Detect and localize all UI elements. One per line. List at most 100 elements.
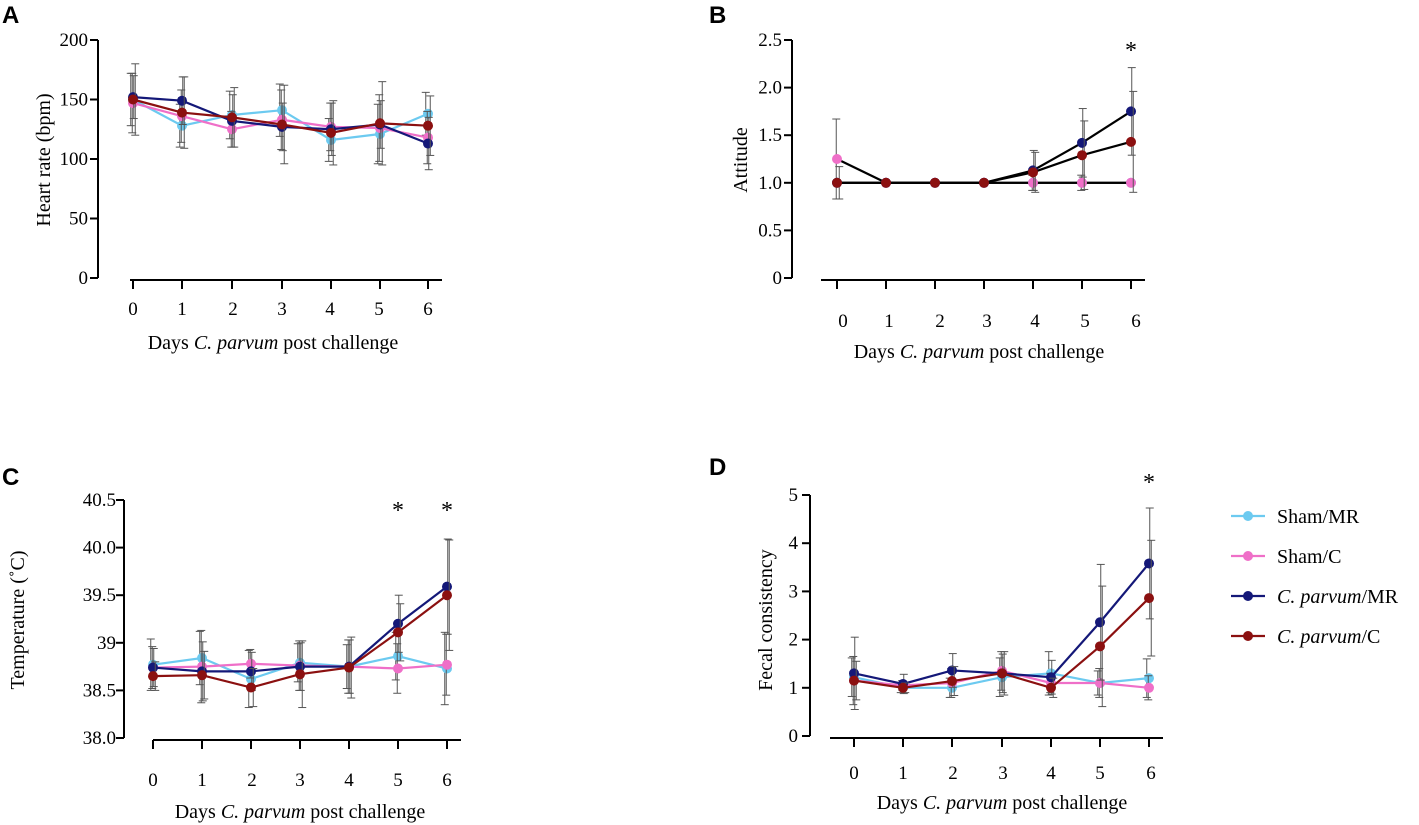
- x-axis-title-italic: C. parvum: [194, 332, 278, 354]
- y-axis-title: Heart rate (bpm): [33, 93, 55, 226]
- x-axis-title-suffix: post challenge: [278, 332, 398, 354]
- x-tick-label: 6: [423, 299, 433, 320]
- data-point: [1144, 682, 1154, 693]
- data-point: [442, 659, 452, 670]
- legend-item: Sham/MR: [1231, 506, 1360, 528]
- data-point: [1077, 150, 1087, 161]
- data-point: [849, 675, 859, 686]
- legend-label-italic: C. parvum: [1277, 626, 1361, 648]
- y-tick-label: 39: [97, 633, 116, 654]
- x-tick-label: 1: [197, 770, 207, 791]
- x-axis-title: Days C. parvum post challenge: [877, 792, 1128, 814]
- data-point: [979, 177, 989, 188]
- significance-star: *: [392, 498, 404, 524]
- x-tick-label: 1: [884, 311, 894, 332]
- x-tick-label: 5: [1095, 763, 1105, 784]
- data-point: [277, 119, 287, 130]
- x-tick-label: 5: [393, 770, 403, 791]
- data-point: [832, 177, 842, 188]
- x-tick-label: 0: [128, 299, 138, 320]
- y-tick-label: 5: [789, 485, 799, 506]
- panel-letter: A: [2, 2, 19, 29]
- legend-item: Sham/C: [1231, 546, 1341, 568]
- x-axis-title-italic: C. parvum: [923, 792, 1007, 814]
- x-tick-label: 3: [982, 311, 992, 332]
- data-point: [1077, 137, 1087, 148]
- panel-B: B 0 0.5 1.0 1.5 2.0 2.5 0 1 2 3 4 5 6 Days C. parvum p…: [709, 2, 1145, 363]
- panel-D: D 0 1 2 3 4 5 0 1 2 3 4 5 6 Days C. parvum post challe…: [709, 454, 1163, 814]
- x-tick-label: 0: [838, 311, 848, 332]
- x-axis-title-suffix: post challenge: [1007, 792, 1127, 814]
- series-c-parvum-c: [128, 63, 435, 166]
- x-tick-label: 0: [849, 763, 859, 784]
- data-point: [423, 138, 433, 149]
- x-tick-label: 1: [177, 299, 187, 320]
- panel-letter: D: [709, 454, 726, 481]
- y-tick-label: 150: [60, 90, 89, 111]
- x-axis-title-suffix: post challenge: [984, 341, 1104, 363]
- data-point: [997, 668, 1007, 679]
- data-point: [393, 627, 403, 638]
- x-tick-label: 5: [1080, 311, 1090, 332]
- x-tick-label: 2: [948, 763, 958, 784]
- x-axis-title: Days C. parvum post challenge: [854, 341, 1105, 363]
- data-point: [197, 653, 207, 664]
- y-tick-label: 0.5: [758, 220, 782, 241]
- y-axis-title: Fecal consistency: [755, 549, 777, 691]
- x-tick-label: 0: [148, 770, 158, 791]
- x-axis-title: Days C. parvum post challenge: [175, 801, 426, 823]
- data-point: [246, 682, 256, 693]
- legend-marker: [1243, 551, 1253, 561]
- x-tick-label: 3: [277, 299, 287, 320]
- x-axis-title-italic: C. parvum: [221, 801, 305, 823]
- y-tick-label: 2.5: [758, 30, 782, 51]
- data-point: [442, 590, 452, 601]
- data-point: [393, 618, 403, 629]
- data-point: [393, 663, 403, 674]
- data-point: [246, 666, 256, 677]
- data-point: [1144, 558, 1154, 569]
- legend-label-plain: /C: [1361, 626, 1380, 648]
- panel-letter: C: [2, 464, 19, 491]
- data-point: [881, 177, 891, 188]
- x-tick-label: 6: [1146, 763, 1156, 784]
- y-tick-label: 200: [60, 30, 89, 51]
- legend-label-plain: /MR: [1361, 586, 1398, 608]
- y-tick-label: 38.5: [83, 680, 116, 701]
- panel-letter: B: [709, 2, 726, 29]
- series-c-parvum-c: [849, 539, 1156, 708]
- x-tick-label: 2: [228, 299, 238, 320]
- data-point: [1028, 167, 1038, 178]
- data-point: [1126, 177, 1136, 188]
- data-point: [423, 120, 433, 131]
- data-point: [1046, 682, 1056, 693]
- legend-item: C. parvum/MR: [1231, 586, 1399, 608]
- y-tick-label: 40.0: [83, 538, 116, 559]
- legend-label-plain: Sham/C: [1277, 546, 1341, 568]
- y-tick-label: 38.0: [83, 728, 116, 749]
- data-point: [246, 658, 256, 669]
- x-tick-label: 4: [1030, 311, 1040, 332]
- data-point: [832, 154, 842, 164]
- y-tick-label: 1: [789, 678, 799, 699]
- y-tick-label: 0: [79, 268, 89, 289]
- data-point: [375, 118, 385, 129]
- data-point: [1144, 673, 1154, 684]
- panel-A: A 0 50 100 150 200 0 1 2 3 4 5 6 Days C. parvum post …: [2, 2, 442, 354]
- data-point: [177, 120, 187, 131]
- data-point: [1077, 177, 1087, 188]
- data-point: [930, 177, 940, 188]
- x-tick-label: 2: [247, 770, 257, 791]
- x-axis-title-prefix: Days: [877, 792, 923, 814]
- y-tick-label: 50: [69, 209, 88, 230]
- x-axis-title-prefix: Days: [854, 341, 900, 363]
- data-point: [148, 671, 158, 682]
- panel-C: C 38.0 38.5 39 39.5 40.0 40.5 0 1 2 3 4 5 6 Days C. pa…: [2, 464, 461, 823]
- data-point: [442, 581, 452, 592]
- x-tick-label: 4: [344, 770, 354, 791]
- data-point: [326, 127, 336, 138]
- y-tick-label: 4: [789, 533, 799, 554]
- data-point: [128, 94, 138, 105]
- x-tick-label: 2: [935, 311, 945, 332]
